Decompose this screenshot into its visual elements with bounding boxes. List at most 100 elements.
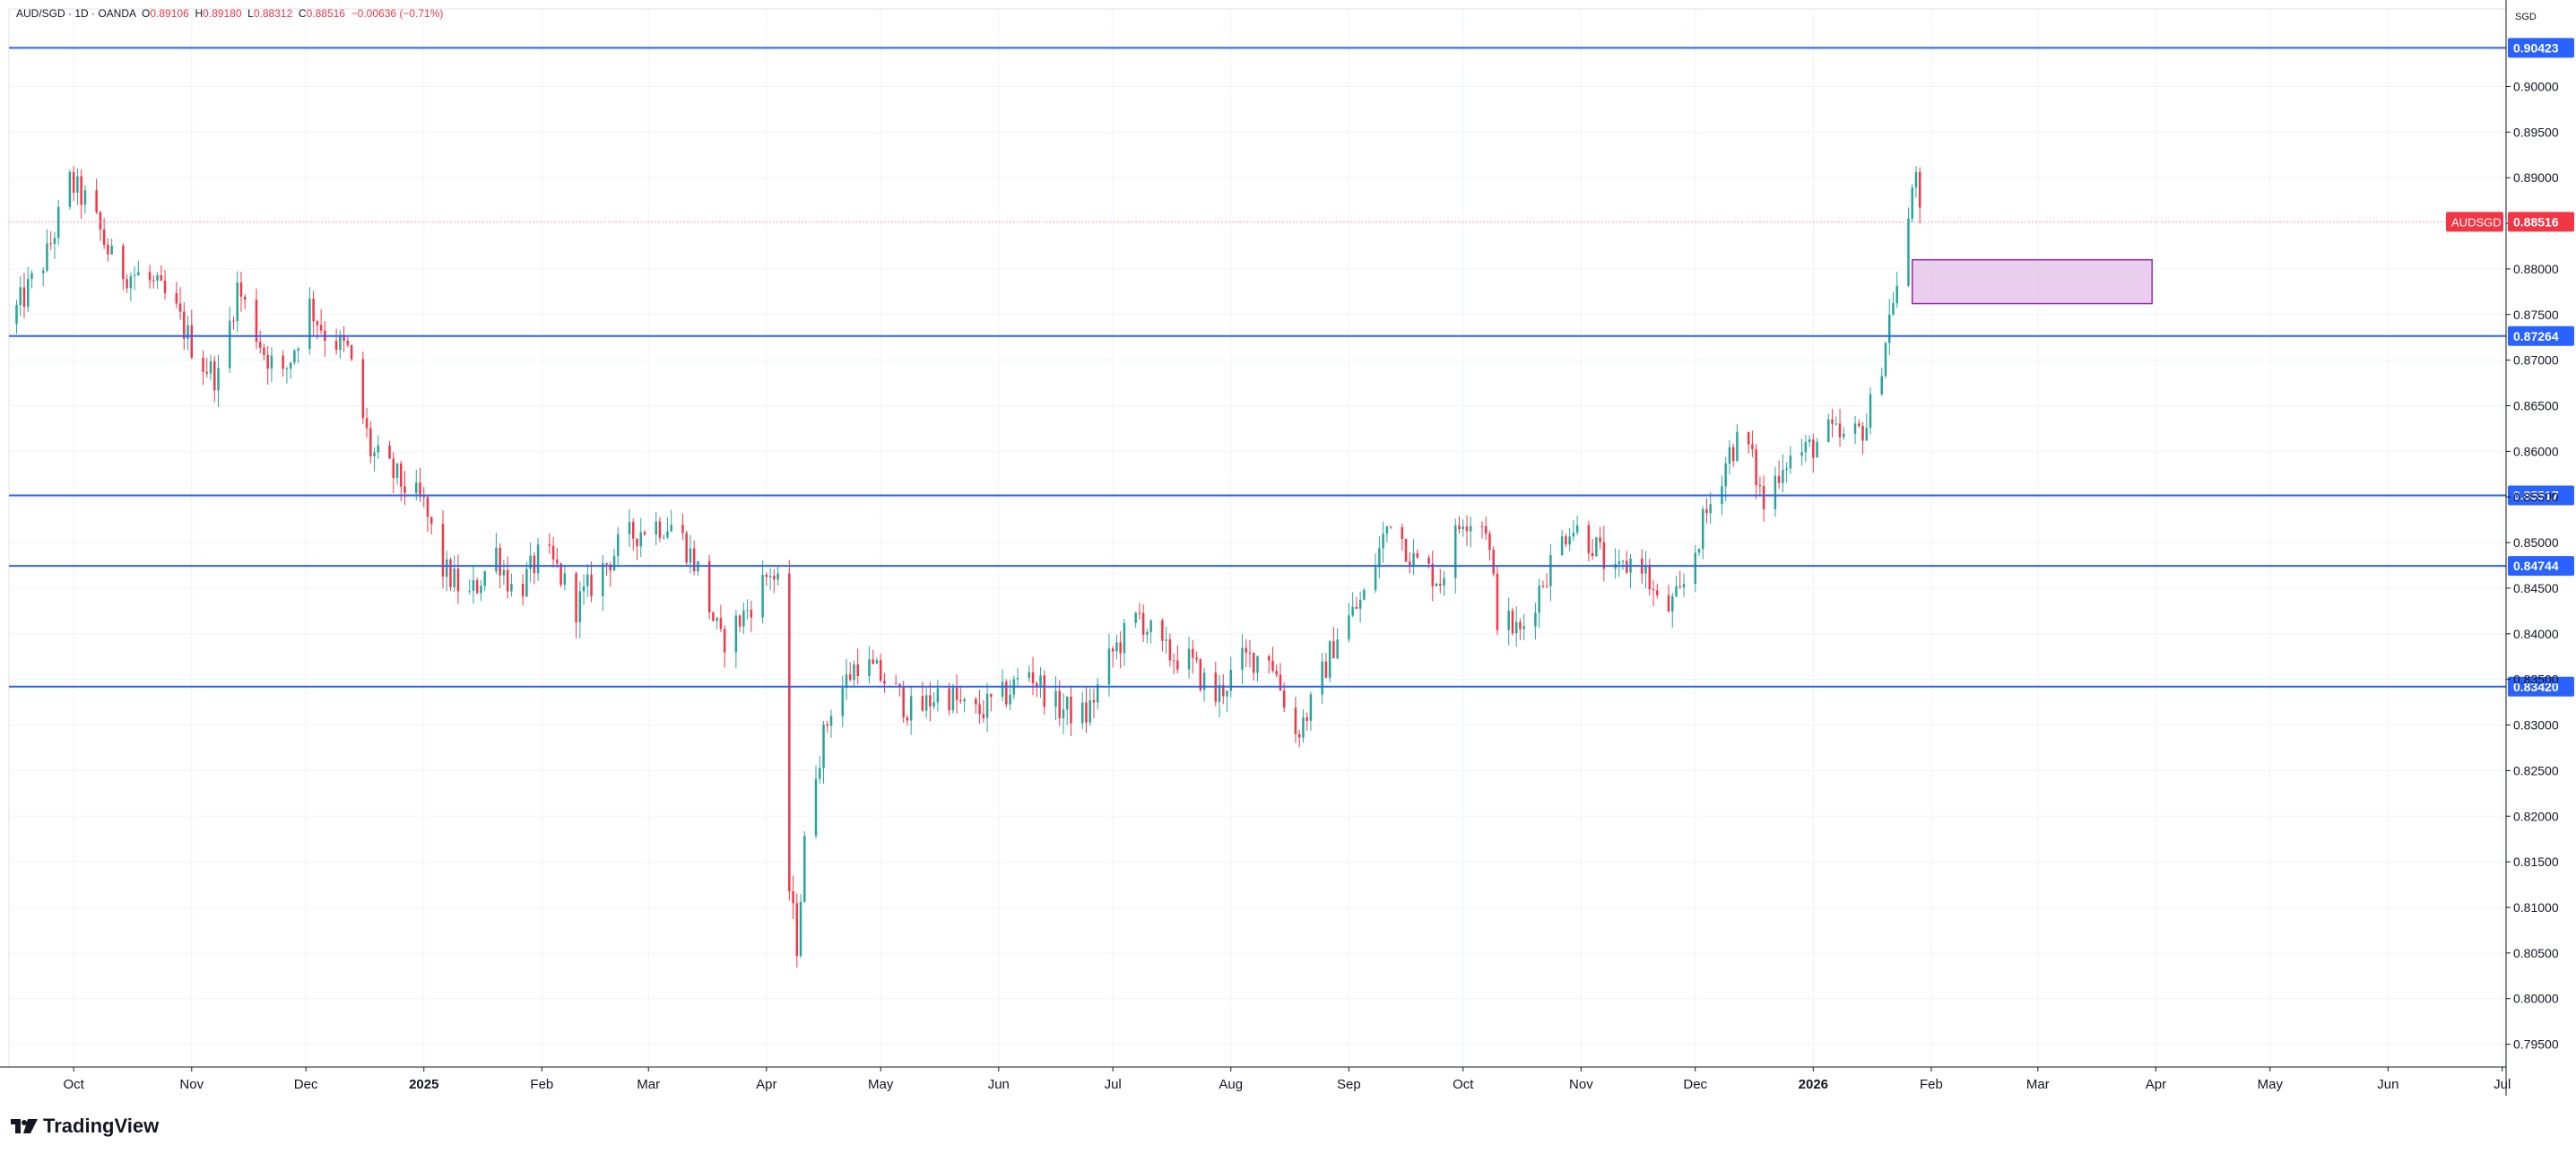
candle-body xyxy=(617,534,620,557)
candle-body xyxy=(1172,660,1175,662)
candle-body xyxy=(183,311,186,339)
level-price-badge[interactable] xyxy=(2508,485,2574,506)
price-tick-label: 0.82000 xyxy=(2513,809,2559,823)
candle-body xyxy=(639,532,642,547)
candle-body xyxy=(872,659,874,664)
candle xyxy=(107,238,109,262)
candle xyxy=(1858,419,1860,428)
high-value: 0.89180 xyxy=(203,7,242,20)
symbol-tag-badge[interactable] xyxy=(2446,212,2503,232)
candle-body xyxy=(1363,590,1366,600)
high-label: H xyxy=(195,7,204,20)
candle xyxy=(1294,696,1297,743)
chart-grid xyxy=(8,8,2507,1068)
candle xyxy=(536,537,540,581)
candle xyxy=(617,526,620,567)
candle-body xyxy=(636,538,638,547)
level-price-badge[interactable] xyxy=(2508,676,2574,697)
level-price-label: 0.83420 xyxy=(2513,680,2559,694)
candle-body xyxy=(822,724,825,768)
level-price-badge[interactable] xyxy=(2508,38,2574,58)
candle-body xyxy=(1165,639,1167,641)
candle-body xyxy=(429,516,433,525)
supply-demand-zone[interactable] xyxy=(1911,258,2153,305)
candle xyxy=(578,581,582,638)
candle-body xyxy=(723,629,726,653)
price-tick-label: 0.87500 xyxy=(2513,308,2559,322)
candle xyxy=(1541,580,1545,589)
candle-body xyxy=(1522,626,1525,629)
candle-body xyxy=(1267,655,1271,661)
price-tick-label: 0.81000 xyxy=(2513,900,2559,915)
candle xyxy=(662,534,665,540)
candle xyxy=(126,274,128,293)
candle xyxy=(1907,207,1910,288)
candle-body xyxy=(929,695,932,707)
candle xyxy=(1629,553,1632,588)
candle xyxy=(1519,618,1522,640)
candle-body xyxy=(19,287,22,306)
candle xyxy=(1549,544,1552,602)
candle-body xyxy=(1621,560,1625,562)
price-tick-label: 0.79500 xyxy=(2513,1037,2559,1052)
candle-body xyxy=(909,696,913,721)
change-value: −0.00636 (−0.71%) xyxy=(351,7,444,20)
candle xyxy=(924,688,928,718)
candle xyxy=(68,169,72,210)
candle-body xyxy=(921,696,924,711)
candle xyxy=(1545,573,1548,588)
candle-body xyxy=(898,683,901,687)
candle-body xyxy=(590,574,593,596)
candle-body xyxy=(1789,456,1792,469)
candle-body xyxy=(289,362,292,369)
candle-body xyxy=(1245,647,1248,653)
candle xyxy=(232,317,235,330)
candle-body xyxy=(1096,684,1099,703)
candle xyxy=(175,282,178,308)
candle xyxy=(258,330,262,354)
time-axis[interactable]: Oct Nov Dec 2025 Feb Mar Apr May Jun Jul Aug Sep Oct… xyxy=(0,1066,2511,1092)
candle xyxy=(148,265,152,289)
candle xyxy=(1838,408,1842,447)
candle-body xyxy=(1256,655,1259,673)
candle xyxy=(456,554,460,604)
candle xyxy=(1389,525,1392,529)
candle-body xyxy=(56,206,60,239)
candle xyxy=(22,273,26,319)
candle-body xyxy=(1123,622,1126,654)
candle-body xyxy=(395,463,399,478)
last-price-badge[interactable] xyxy=(2508,212,2574,232)
candle xyxy=(1747,431,1750,454)
candle xyxy=(1195,651,1198,664)
candle-body xyxy=(742,611,745,627)
time-tick-label: Dec xyxy=(1683,1077,1707,1092)
tradingview-logo[interactable]: TradingView xyxy=(11,1115,159,1138)
price-axis[interactable]: SGD 0.79500 0.80000 0.80500 0.81000 0.81500 0.… xyxy=(9,0,2574,1096)
candle-body xyxy=(1671,595,1674,612)
candle xyxy=(506,556,509,599)
candle xyxy=(1009,680,1011,711)
symbol-line: AUD/SGD · 1D · OANDA xyxy=(16,7,136,20)
candle xyxy=(1172,653,1175,674)
candle-body xyxy=(1222,684,1225,697)
time-tick-label: May xyxy=(2258,1077,2284,1092)
candle-body xyxy=(270,355,273,369)
candle-body xyxy=(1895,285,1898,304)
candle xyxy=(602,555,604,612)
candle-body xyxy=(1248,652,1252,654)
candle-body xyxy=(1168,639,1172,661)
candle xyxy=(133,266,136,291)
candle-body xyxy=(468,591,471,593)
candle xyxy=(377,435,380,459)
candle-body xyxy=(400,463,403,487)
candle-body xyxy=(419,482,421,498)
candle-body xyxy=(978,704,981,715)
candle xyxy=(1275,664,1278,678)
level-price-badge[interactable] xyxy=(2508,556,2574,577)
zone-rectangle[interactable] xyxy=(1911,258,2153,305)
candle-body xyxy=(1324,661,1328,678)
candle-body xyxy=(1724,464,1727,487)
level-price-badge[interactable] xyxy=(2508,325,2574,346)
horizontal-levels[interactable]: 0.90423 0.87264 0.85517 0.84744 0.83420 xyxy=(9,38,2574,697)
